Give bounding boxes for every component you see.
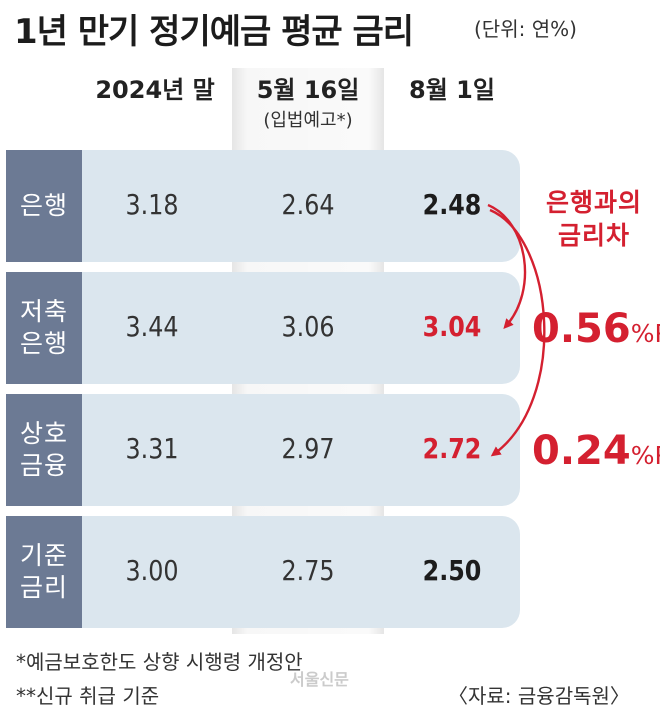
- column-header-may16: 5월 16일: [256, 76, 360, 104]
- table-row-savings-bank: [6, 272, 520, 384]
- source-label: 〈자료: 금융감독원〉: [448, 684, 630, 708]
- watermark-logo: 서울신문: [290, 670, 349, 689]
- footnote-2: **신규 취급 기준: [16, 684, 160, 708]
- cell-bank-col2: 2.64: [281, 188, 335, 221]
- row-label-savings-bank: 저축 은행: [6, 272, 82, 384]
- table-row-mutual-finance: [6, 394, 520, 506]
- table-row-base-rate: [6, 516, 520, 628]
- column-subheader-may16: (입법예고*): [263, 110, 353, 131]
- column-header-aug1: 8월 1일: [409, 76, 495, 104]
- chart-title: 1년 만기 정기예금 평균 금리: [14, 12, 414, 52]
- row-label-mutual-finance: 상호 금융: [6, 394, 82, 506]
- row-label-base-rate: 기준 금리: [6, 516, 82, 628]
- arrow-to-savings-bank: [487, 203, 527, 329]
- cell-savings-bank-col2: 3.06: [281, 310, 335, 343]
- column-header-2024: 2024년 말: [95, 76, 215, 104]
- rate-gap-mutual-finance: 0.24%P: [532, 428, 660, 474]
- arrow-to-mutual-finance: [489, 208, 546, 457]
- table-row-bank: [6, 150, 520, 262]
- cell-savings-bank-col3: 3.04: [422, 310, 482, 343]
- footnote-1: *예금보호한도 상향 시행령 개정안: [16, 650, 303, 674]
- cell-mutual-finance-col1: 3.31: [125, 432, 179, 465]
- cell-bank-col3: 2.48: [422, 188, 482, 221]
- cell-mutual-finance-col3: 2.72: [422, 432, 482, 465]
- cell-mutual-finance-col2: 2.97: [281, 432, 335, 465]
- cell-base-rate-col1: 3.00: [125, 554, 179, 587]
- cell-savings-bank-col1: 3.44: [125, 310, 179, 343]
- row-label-bank: 은행: [6, 150, 82, 262]
- cell-base-rate-col3: 2.50: [422, 554, 482, 587]
- cell-base-rate-col2: 2.75: [281, 554, 335, 587]
- rate-gap-title: 은행과의 금리차: [545, 188, 642, 250]
- cell-bank-col1: 3.18: [125, 188, 179, 221]
- unit-label: (단위: 연%): [474, 17, 577, 41]
- rate-gap-savings-bank: 0.56%P: [532, 306, 660, 352]
